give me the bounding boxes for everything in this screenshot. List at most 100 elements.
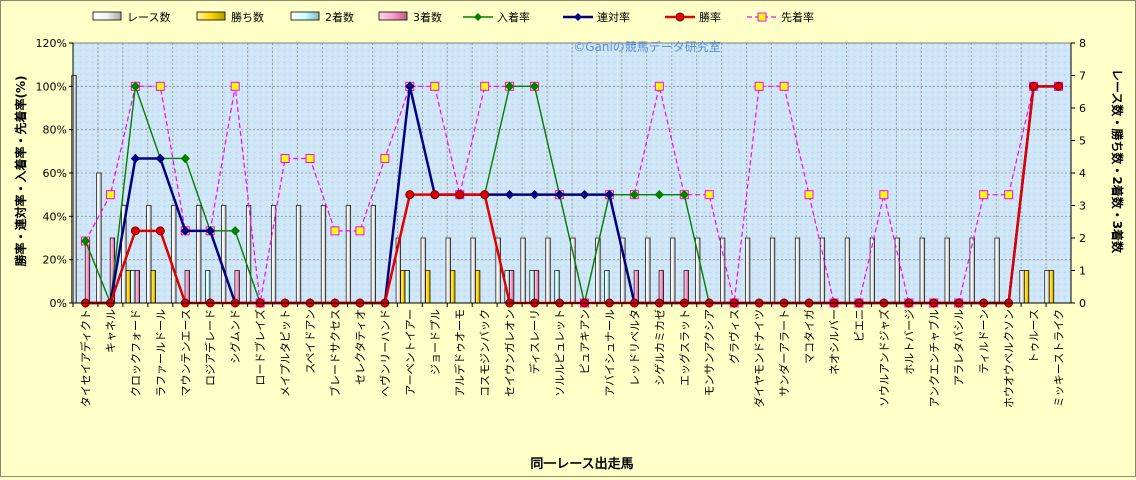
win-count-bar (1023, 270, 1030, 304)
race-count-bar (221, 205, 227, 304)
legend-label: レース数 (127, 11, 170, 24)
y-tick-label-right: 1 (1079, 265, 1086, 278)
senchaku-rate-point (305, 153, 315, 163)
second-count-bar (205, 270, 211, 304)
race-count-bar (595, 237, 601, 304)
y-tick-label-left: 0% (50, 297, 67, 310)
legend: レース数 勝ち数 2着数 3着数 入着率 連対率 勝率 先着率 (92, 10, 814, 24)
win-rate-point (430, 190, 440, 200)
senchaku-rate-point (230, 81, 240, 91)
race-count-bar (146, 205, 152, 304)
x-tick-label: サンダーアラート (777, 309, 791, 397)
x-tick-label: ディスレーリ (528, 309, 542, 374)
watermark: ©Ganiの競馬データ研究室 (573, 39, 721, 54)
race-count-bar (645, 237, 651, 304)
race-count-bar (670, 237, 676, 304)
y-tick-label-left: 40% (43, 210, 67, 223)
x-tick-label: セイウンガレオン (504, 309, 517, 397)
senchaku-rate-point (654, 81, 664, 91)
senchaku-rate-point (779, 81, 789, 91)
race-count-bar (196, 205, 202, 304)
race-count-bar (745, 237, 751, 304)
senchaku-rate-point (430, 81, 440, 91)
race-count-bar (819, 237, 826, 304)
place-rate-point (230, 226, 240, 236)
x-tick-label: ソルルピュレット (554, 309, 567, 397)
legend-label: 勝ち数 (231, 10, 264, 24)
win-count-bar (475, 270, 481, 304)
x-tick-label: アラレタバシル (953, 309, 966, 386)
y-tick-label-right: 3 (1079, 200, 1086, 213)
x-tick-label: エッグスラット (677, 309, 691, 386)
third-count-bar (184, 270, 190, 304)
race-count-bar (420, 237, 426, 304)
legend-marker (675, 12, 685, 22)
legend-label: 勝率 (699, 10, 721, 24)
rentai-rate-point (205, 226, 215, 236)
x-tick-label: セレクタティオ (354, 309, 367, 385)
place-rate-point (529, 81, 540, 92)
race-count-bar (1044, 270, 1050, 304)
rentai-rate-point (180, 226, 190, 236)
third-count-bar (683, 270, 689, 304)
race-count-bar (994, 237, 1000, 304)
second-count-bar (529, 270, 535, 304)
x-tick-label: ラファールドール (154, 309, 167, 397)
senchaku-rate-point (355, 226, 365, 236)
race-count-bar (969, 237, 975, 304)
race-count-bar (71, 75, 77, 304)
win-rate-point (1029, 81, 1039, 91)
x-tick-label: ピュアキアン (578, 309, 591, 374)
senchaku-rate-point (380, 153, 390, 163)
rentai-rate-point (405, 81, 415, 92)
x-tick-label: コスモジンバック (479, 309, 492, 397)
x-tick-label: アンクエンチャブル (927, 309, 941, 407)
win-count-bar (450, 270, 456, 304)
x-tick-label: ピエニ (853, 309, 866, 342)
third-count-bar (658, 270, 664, 304)
senchaku-rate-point (879, 190, 889, 200)
legend-swatch (378, 11, 408, 21)
second-count-bar (554, 270, 560, 304)
place-rate-point (679, 189, 689, 200)
x-tick-label: シゲルカミカゼ (653, 309, 666, 386)
y-tick-label-right: 5 (1079, 135, 1086, 148)
rentai-rate-point (554, 189, 565, 200)
race-count-bar (345, 205, 352, 304)
rentai-rate-point (504, 189, 515, 200)
win-count-bar (425, 270, 431, 304)
place-rate-point (130, 81, 141, 92)
legend-label: 入着率 (497, 10, 530, 24)
senchaku-rate-point (1004, 190, 1014, 200)
win-rate-point (455, 190, 465, 200)
legend-label: 先着率 (781, 10, 814, 24)
y-tick-label-right: 6 (1079, 102, 1086, 115)
y-tick-label-left: 120% (36, 37, 67, 50)
x-tick-label: ブレードサクセス (328, 309, 342, 397)
win-rate-point (130, 226, 140, 236)
x-tick-label: アルデドゥオーモ (453, 309, 467, 397)
senchaku-rate-line (84, 85, 1059, 304)
race-count-bar (295, 205, 302, 304)
x-tick-label: タイセイアディクト (78, 309, 92, 407)
y-axis-title-right: レース数・勝ち数・2着数・3着数 (1110, 69, 1125, 254)
x-tick-label: マウンテンエース (179, 309, 192, 396)
third-count-bar (509, 270, 515, 304)
x-tick-label: クロックフォード (129, 309, 142, 397)
race-count-bar (869, 237, 875, 304)
race-count-bar (171, 205, 177, 304)
win-rate-point (405, 190, 415, 200)
legend-marker (474, 13, 482, 21)
race-count-bar (470, 237, 476, 304)
third-count-bar (234, 270, 240, 304)
x-tick-label: シグムンド (228, 309, 242, 364)
legend-swatch (290, 11, 320, 21)
win-count-bar (150, 270, 156, 304)
x-tick-label: スペイドアン (304, 309, 317, 374)
race-count-bar (545, 237, 551, 304)
legend-label: 3着数 (413, 10, 442, 24)
third-count-bar (633, 270, 639, 304)
place-rate-point (654, 189, 665, 200)
